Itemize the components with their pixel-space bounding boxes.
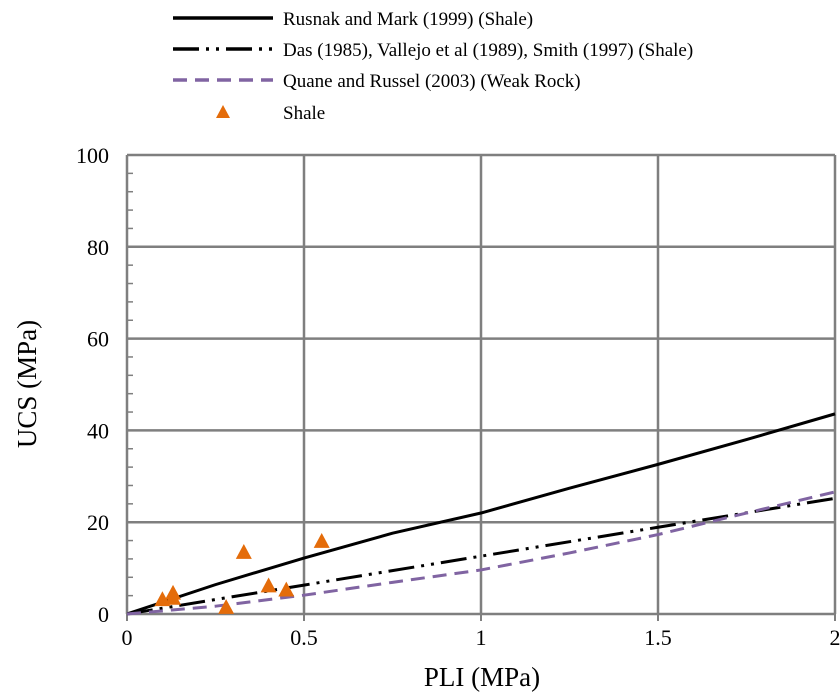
legend-label-3: Shale <box>283 103 325 124</box>
y-axis-title: UCS (MPa) <box>12 320 42 448</box>
y-tick-label: 40 <box>87 418 109 443</box>
y-tick-label: 20 <box>87 510 109 535</box>
y-tick-label: 0 <box>98 602 109 627</box>
x-tick-label: 1.5 <box>644 625 672 650</box>
shale-data-point <box>218 599 235 614</box>
series-line-2 <box>127 490 836 616</box>
shale-data-point <box>235 544 252 559</box>
shale-data-point <box>278 581 295 597</box>
shale-data-point <box>313 533 330 548</box>
legend-label-1: Das (1985), Vallejo et al (1989), Smith … <box>283 40 693 61</box>
legend-label-2: Quane and Russel (2003) (Weak Rock) <box>283 71 581 92</box>
legend-label-0: Rusnak and Mark (1999) (Shale) <box>283 9 533 30</box>
x-tick-label: 0.5 <box>290 625 318 650</box>
series-layer <box>127 412 836 616</box>
axes <box>125 154 836 621</box>
legend-marker-shale <box>216 105 230 118</box>
legend: Rusnak and Mark (1999) (Shale) Das (1985)… <box>173 9 693 124</box>
x-tick-label: 0 <box>122 625 133 650</box>
x-tick-label: 2 <box>830 625 840 650</box>
y-tick-label: 80 <box>87 235 109 260</box>
shale-data-point <box>165 584 182 600</box>
y-tick-label: 60 <box>87 327 109 352</box>
shale-data-point <box>260 577 277 593</box>
x-axis-title: PLI (MPa) <box>424 662 540 692</box>
grid <box>127 153 837 614</box>
y-tick-label: 100 <box>76 143 109 168</box>
series-line-1 <box>127 496 836 616</box>
x-tick-label: 1 <box>476 625 487 650</box>
series-line-0 <box>127 412 836 616</box>
